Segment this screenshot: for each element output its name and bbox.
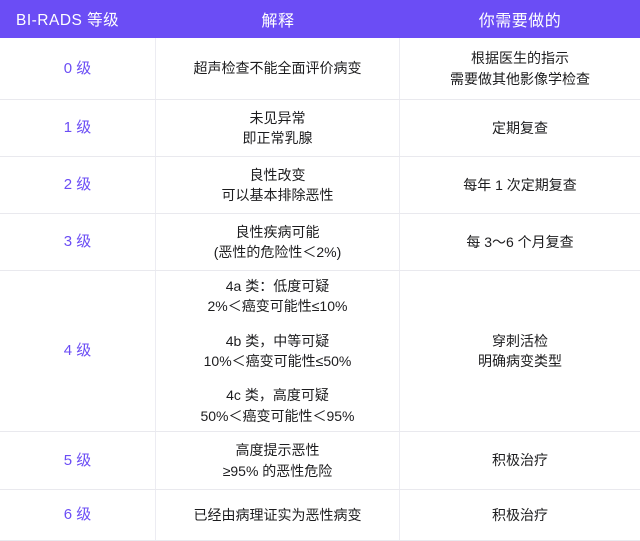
column-header-explanation: 解释: [261, 13, 295, 30]
explanation-cell: 良性改变 可以基本排除恶性: [156, 157, 400, 213]
explanation-lines: 良性疾病可能 (恶性的危险性＜2%): [162, 222, 393, 263]
text-line: 良性改变: [249, 166, 306, 183]
action-cell: 积极治疗: [400, 432, 640, 489]
text-line: 即正常乳腺: [242, 130, 313, 146]
action-lines: 积极治疗: [406, 450, 634, 470]
action-lines: 积极治疗: [406, 505, 634, 525]
explanation-cell: 超声检查不能全面评价病变: [156, 38, 400, 99]
explanation-cell: 未见异常 即正常乳腺: [156, 100, 400, 156]
explanation-cell: 已经由病理证实为恶性病变: [156, 490, 400, 540]
text-line: 超声检查不能全面评价病变: [193, 60, 362, 77]
grade-label: 0 级: [0, 38, 156, 99]
text-line: 良性疾病可能: [235, 223, 320, 240]
text-line: 积极治疗: [492, 452, 548, 469]
action-lines: 每年 1 次定期复查: [406, 175, 634, 195]
explanation-cell: 良性疾病可能 (恶性的危险性＜2%): [156, 214, 400, 270]
table-row: 1 级 未见异常 即正常乳腺 定期复查: [0, 100, 640, 157]
column-header-action: 你需要做的: [478, 13, 562, 30]
action-cell: 定期复查: [400, 100, 640, 156]
text-line: 4c 类，高度可疑: [226, 387, 329, 404]
explanation-lines: 4a 类：低度可疑 2%＜癌变可能性≤10% 4b 类，中等可疑 10%＜癌变可…: [162, 276, 393, 426]
explanation-cell: 高度提示恶性 ≥95% 的恶性危险: [156, 432, 400, 489]
text-line: 每年 1 次定期复查: [463, 176, 577, 193]
action-lines: 根据医生的指示 需要做其他影像学检查: [406, 48, 634, 89]
action-cell: 根据医生的指示 需要做其他影像学检查: [400, 38, 640, 99]
text-line: 4a 类：低度可疑: [225, 278, 330, 295]
explanation-cell: 4a 类：低度可疑 2%＜癌变可能性≤10% 4b 类，中等可疑 10%＜癌变可…: [156, 271, 400, 431]
grade-label: 5 级: [0, 432, 156, 489]
table-row: 5 级 高度提示恶性 ≥95% 的恶性危险 积极治疗: [0, 432, 640, 490]
grade-label: 3 级: [0, 214, 156, 270]
text-line: 明确病变类型: [478, 353, 562, 369]
subgrade-group-4b: 4b 类，中等可疑 10%＜癌变可能性≤50%: [204, 331, 352, 372]
text-line: 需要做其他影像学检查: [450, 70, 590, 87]
action-cell: 穿刺活检 明确病变类型: [400, 271, 640, 431]
subgrade-group-4c: 4c 类，高度可疑 50%＜癌变可能性＜95%: [200, 385, 354, 426]
table-row: 3 级 良性疾病可能 (恶性的危险性＜2%) 每 3～6 个月复查: [0, 214, 640, 271]
explanation-lines: 高度提示恶性 ≥95% 的恶性危险: [162, 440, 393, 481]
text-line: 未见异常: [249, 109, 306, 126]
grade-label: 4 级: [0, 271, 156, 431]
table-row: 0 级 超声检查不能全面评价病变 根据医生的指示 需要做其他影像学检查: [0, 38, 640, 100]
table-row: 6 级 已经由病理证实为恶性病变 积极治疗: [0, 490, 640, 541]
action-lines: 定期复查: [406, 118, 634, 138]
text-line: 10%＜癌变可能性≤50%: [203, 353, 352, 369]
table-row: 4 级 4a 类：低度可疑 2%＜癌变可能性≤10% 4b 类，中等可疑 10%…: [0, 271, 640, 432]
explanation-lines: 超声检查不能全面评价病变: [162, 58, 393, 78]
text-line: ≥95% 的恶性危险: [222, 462, 333, 479]
text-line: 2%＜癌变可能性≤10%: [207, 298, 348, 315]
explanation-lines: 已经由病理证实为恶性病变: [162, 505, 393, 525]
table-header-row: BI-RADS 等级 解释 你需要做的: [0, 0, 640, 38]
column-header-grade: BI-RADS 等级: [16, 12, 120, 29]
explanation-lines: 良性改变 可以基本排除恶性: [162, 165, 393, 206]
grade-label: 6 级: [0, 490, 156, 540]
action-cell: 每 3～6 个月复查: [400, 214, 640, 270]
table-body: 0 级 超声检查不能全面评价病变 根据医生的指示 需要做其他影像学检查 1 级 …: [0, 38, 640, 541]
action-cell: 积极治疗: [400, 490, 640, 540]
text-line: 50%＜癌变可能性＜95%: [200, 407, 355, 424]
action-cell: 每年 1 次定期复查: [400, 157, 640, 213]
text-line: 4b 类，中等可疑: [225, 332, 330, 349]
grade-label: 2 级: [0, 157, 156, 213]
text-line: 根据医生的指示: [471, 50, 569, 67]
text-line: 定期复查: [492, 119, 548, 136]
grade-label: 1 级: [0, 100, 156, 156]
text-line: 积极治疗: [492, 506, 548, 523]
text-line: 可以基本排除恶性: [221, 187, 334, 203]
text-line: 穿刺活检: [492, 332, 548, 349]
subgrade-group-4a: 4a 类：低度可疑 2%＜癌变可能性≤10%: [208, 276, 348, 317]
action-lines: 每 3～6 个月复查: [406, 232, 634, 252]
text-line: 每 3～6 个月复查: [466, 233, 574, 250]
text-line: 高度提示恶性: [235, 442, 320, 459]
text-line: (恶性的危险性＜2%): [213, 244, 342, 260]
table-row: 2 级 良性改变 可以基本排除恶性 每年 1 次定期复查: [0, 157, 640, 214]
action-lines: 穿刺活检 明确病变类型: [406, 331, 634, 372]
explanation-lines: 未见异常 即正常乳腺: [162, 108, 393, 149]
text-line: 已经由病理证实为恶性病变: [193, 506, 362, 523]
